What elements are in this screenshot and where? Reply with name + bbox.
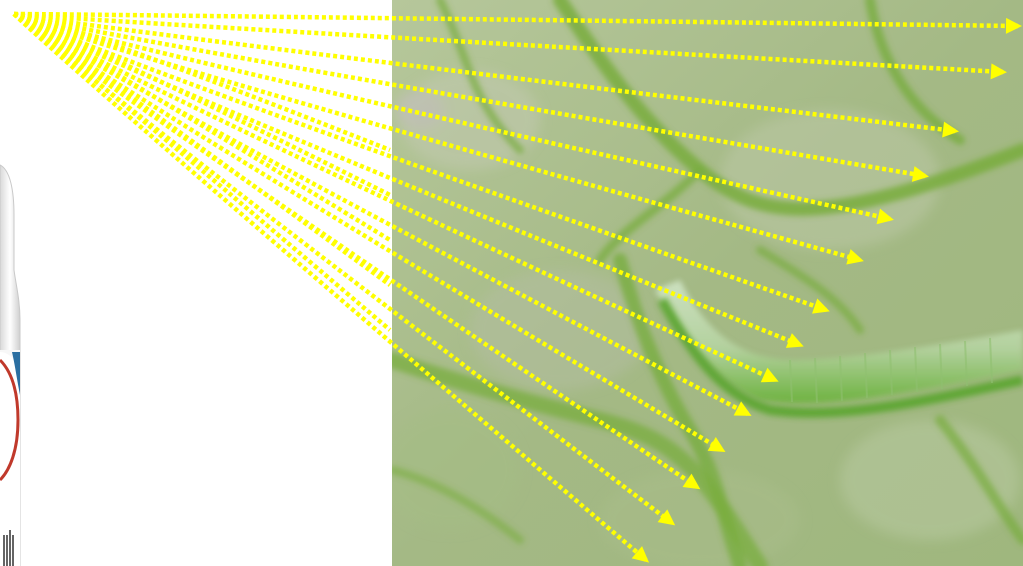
- spray-ray: [13, 11, 1004, 75]
- spray-ray: [12, 12, 392, 332]
- arrowhead: [911, 166, 929, 182]
- spray-ray: [13, 11, 956, 134]
- arrowhead: [846, 249, 864, 265]
- arrowhead: [733, 401, 752, 416]
- arrowhead: [760, 367, 779, 383]
- spray-ray: [13, 11, 391, 153]
- leaf-photo: [392, 0, 1023, 566]
- arrowhead: [682, 473, 701, 490]
- arrowhead: [707, 436, 726, 453]
- arrowhead: [785, 333, 804, 348]
- spray-bottle: [0, 164, 21, 566]
- arrowhead: [1005, 17, 1022, 34]
- spray-ray: [12, 12, 750, 416]
- arrowhead: [876, 208, 894, 225]
- spray-ray: [12, 12, 776, 383]
- spray-arrowheads: [631, 17, 1022, 563]
- barcode: [3, 530, 14, 566]
- spray-ray: [12, 12, 392, 242]
- spray-ray: [12, 12, 648, 562]
- arrowhead: [990, 63, 1007, 80]
- arrowhead: [812, 298, 830, 314]
- spray-ray: [12, 12, 724, 452]
- caterpillar: [655, 280, 1023, 418]
- spray-ray: [13, 11, 1019, 29]
- arrowhead: [942, 121, 959, 138]
- spray-rays: [12, 11, 1019, 562]
- arrowhead: [657, 509, 676, 526]
- spray-ray: [13, 11, 392, 198]
- arrowhead: [631, 546, 650, 563]
